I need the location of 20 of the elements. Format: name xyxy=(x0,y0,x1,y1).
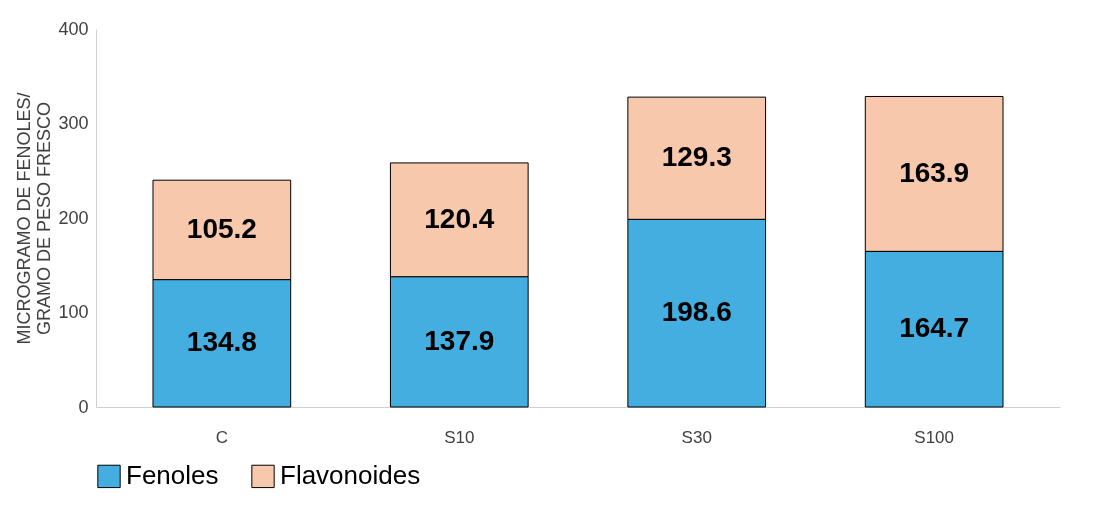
x-tick-label: C xyxy=(215,427,228,447)
y-tick-label: 300 xyxy=(58,113,89,133)
y-tick-label: 400 xyxy=(58,18,89,39)
data-label: 164.7 xyxy=(899,312,970,344)
x-tick-label: S100 xyxy=(914,427,955,447)
data-label: 105.2 xyxy=(186,212,257,244)
data-label: 137.9 xyxy=(424,324,495,356)
data-label: 120.4 xyxy=(424,202,495,234)
data-label: 198.6 xyxy=(661,296,732,328)
y-tick-label: 0 xyxy=(78,396,89,417)
y-axis-title: MICROGRAMO DE FENOLES/ GRAMO DE PESO FRESCO xyxy=(14,92,55,345)
x-tick-label: S10 xyxy=(444,427,475,447)
legend-label: Fenoles xyxy=(126,460,219,491)
data-label: 163.9 xyxy=(899,156,970,188)
legend-label: Flavonoides xyxy=(280,460,421,491)
data-label: 134.8 xyxy=(186,326,257,358)
y-tick-label: 200 xyxy=(58,207,89,228)
y-tick-label: 100 xyxy=(58,302,89,322)
data-label: 129.3 xyxy=(661,141,732,173)
x-tick-label: S30 xyxy=(681,427,712,447)
